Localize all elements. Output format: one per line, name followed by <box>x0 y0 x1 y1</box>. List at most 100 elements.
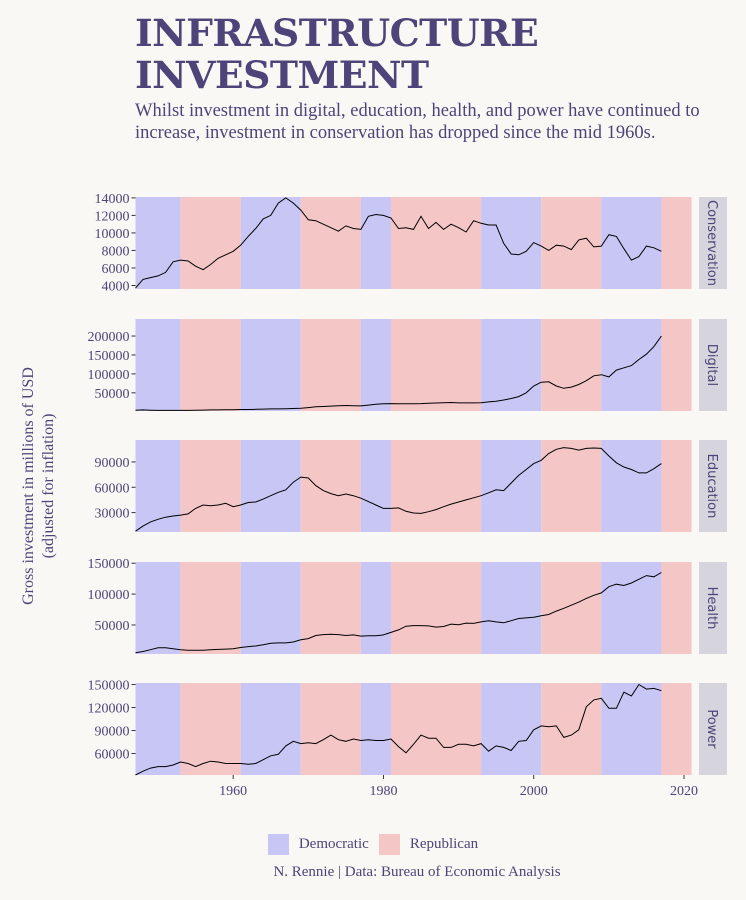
legend-item-republican: Republican <box>378 834 479 855</box>
facet-strip-label: Health <box>704 587 719 630</box>
party-band-democratic <box>360 440 391 532</box>
party-band-republican <box>390 683 482 775</box>
panel-health: 50000 100000 150000 Health <box>88 557 727 654</box>
facet-strip-label: Education <box>704 454 719 519</box>
panel-education: 30000 60000 90000 Education <box>95 440 727 532</box>
party-band-republican <box>661 319 692 411</box>
chart-title: INFRASTRUCTURE INVESTMENT <box>135 11 539 96</box>
facet-strip <box>699 683 727 775</box>
y-tick-label: 100000 <box>88 588 130 603</box>
y-tick-label: 150000 <box>88 349 130 364</box>
panel-power: 60000 90000 120000 150000 Power <box>88 679 727 776</box>
y-tick-label: 6000 <box>102 262 130 277</box>
x-tick-label: 2000 <box>520 784 548 799</box>
party-band-republican <box>661 440 692 532</box>
facet-strip <box>699 562 727 654</box>
legend-label-republican: Republican <box>409 836 479 852</box>
y-tick-label: 60000 <box>95 748 130 763</box>
party-band-democratic <box>240 562 301 654</box>
party-band-democratic <box>481 319 542 411</box>
party-band-democratic <box>481 562 542 654</box>
party-band-republican <box>541 197 602 289</box>
facet-strip <box>699 440 727 532</box>
party-band-democratic <box>135 319 181 411</box>
y-tick-label: 150000 <box>88 557 130 572</box>
y-tick-label: 150000 <box>88 679 130 694</box>
x-tick-label: 1960 <box>219 784 247 799</box>
y-tick-label: 4000 <box>102 279 130 294</box>
party-band-democratic <box>601 683 662 775</box>
series-line-conservation <box>135 197 662 289</box>
y-tick-label: 10000 <box>95 227 130 242</box>
y-tick-label: 8000 <box>102 244 130 259</box>
party-band-republican <box>661 683 692 775</box>
panel-conservation: 4000 6000 8000 10000 12000 14000 Conservation <box>95 192 727 294</box>
y-tick-label: 200000 <box>88 330 130 345</box>
party-band-democratic <box>601 197 662 289</box>
party-band-republican <box>300 197 361 289</box>
party-band-democratic <box>240 683 301 775</box>
party-band-republican <box>300 319 361 411</box>
y-axis-title-line-1: Gross investment in millions of USD <box>20 367 37 605</box>
party-band-democratic <box>135 197 181 289</box>
party-band-republican <box>300 683 361 775</box>
party-band-democratic <box>481 683 542 775</box>
y-tick-label: 90000 <box>95 456 130 471</box>
party-band-republican <box>180 319 241 411</box>
caption: N. Rennie | Data: Bureau of Economic Ana… <box>273 864 561 880</box>
legend: Democratic Republican <box>0 834 746 855</box>
y-tick-label: 100000 <box>88 368 130 383</box>
facet-strip-label: Digital <box>704 344 719 386</box>
x-tick-label: 2020 <box>670 784 698 799</box>
title-line-1: INFRASTRUCTURE <box>135 11 539 55</box>
party-band-republican <box>180 683 241 775</box>
y-tick-label: 14000 <box>95 192 130 207</box>
x-axis: 1960 1980 2000 2020 <box>219 775 698 799</box>
party-band-republican <box>661 562 692 654</box>
party-band-republican <box>390 440 482 532</box>
y-tick-label: 90000 <box>95 725 130 740</box>
party-band-republican <box>180 197 241 289</box>
y-axis-title-line-2: (adjusted for inflation) <box>40 414 57 559</box>
party-band-democratic <box>360 319 391 411</box>
party-band-republican <box>180 562 241 654</box>
party-band-democratic <box>240 197 301 289</box>
party-band-democratic <box>360 683 391 775</box>
party-band-republican <box>300 562 361 654</box>
republican-swatch <box>378 834 400 855</box>
facet-strip-label: Power <box>704 709 719 749</box>
party-band-democratic <box>135 562 181 654</box>
legend-item-democratic: Democratic <box>267 834 369 855</box>
series-line-digital <box>135 335 662 411</box>
party-band-democratic <box>240 440 301 532</box>
party-band-democratic <box>481 197 542 289</box>
democratic-swatch <box>267 834 289 855</box>
party-band-republican <box>390 197 482 289</box>
facet-strip <box>699 197 727 289</box>
legend-label-democratic: Democratic <box>298 836 369 852</box>
y-tick-label: 12000 <box>95 209 130 224</box>
y-tick-label: 50000 <box>95 619 130 634</box>
y-tick-label: 120000 <box>88 702 130 717</box>
party-band-democratic <box>360 562 391 654</box>
party-band-republican <box>390 562 482 654</box>
series-line-education <box>135 447 662 532</box>
panel-digital: 50000 100000 150000 200000 Digital <box>88 319 727 411</box>
series-line-power <box>135 683 662 776</box>
party-band-republican <box>541 683 602 775</box>
party-band-republican <box>541 562 602 654</box>
party-band-democratic <box>240 319 301 411</box>
party-band-democratic <box>135 440 181 532</box>
y-tick-label: 60000 <box>95 481 130 496</box>
party-band-democratic <box>135 683 181 775</box>
party-band-republican <box>300 440 361 532</box>
party-band-democratic <box>360 197 391 289</box>
chart-subtitle: Whilst investment in digital, education,… <box>135 101 700 143</box>
party-band-republican <box>390 319 482 411</box>
party-band-democratic <box>601 440 662 532</box>
y-tick-label: 50000 <box>95 387 130 402</box>
facet-strip-label: Conservation <box>704 200 719 286</box>
party-band-republican <box>180 440 241 532</box>
party-band-democratic <box>481 440 542 532</box>
